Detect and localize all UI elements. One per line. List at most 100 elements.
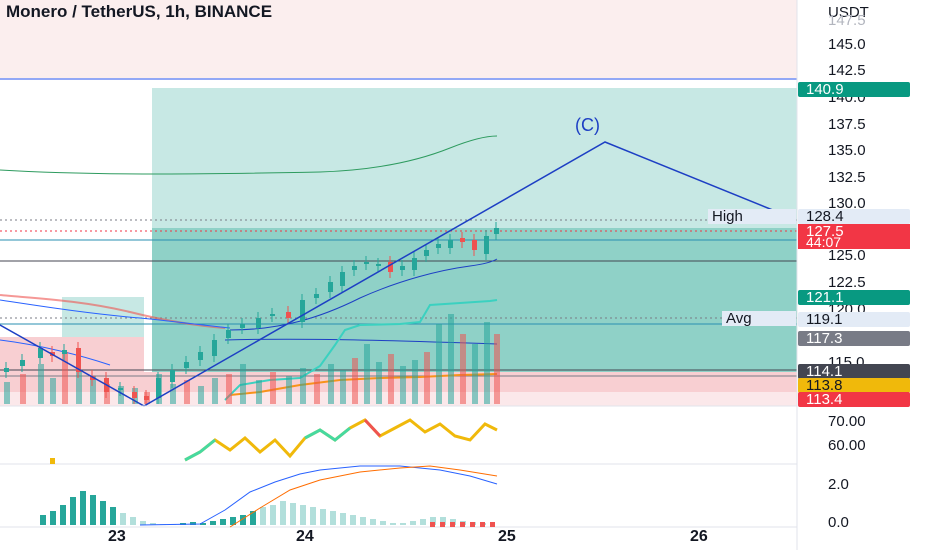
macd-histogram-bar: [370, 519, 376, 525]
volume-bar: [270, 372, 276, 404]
axis-tick: 130.0: [828, 195, 866, 212]
macd-histogram-bar: [260, 507, 266, 525]
macd-histogram-bar: [50, 511, 56, 525]
moving-average-left: [0, 339, 111, 366]
candle-body: [4, 368, 9, 372]
macd-histogram-bar: [380, 521, 386, 525]
candle-body: [424, 250, 429, 256]
candle-body: [328, 282, 333, 292]
macd-histogram-bar-negative: [480, 522, 485, 527]
level-badge-117[interactable]: 117.3: [798, 331, 910, 346]
macd-axis-tick: 0.0: [828, 514, 849, 531]
candle-body: [38, 348, 43, 358]
wave-c-label[interactable]: (C): [575, 115, 600, 135]
candle-body: [436, 244, 441, 248]
macd-histogram-bar: [250, 511, 256, 525]
candle-body: [212, 340, 217, 356]
macd-histogram-bar: [310, 507, 316, 525]
candle-body: [20, 360, 25, 366]
avg-price-badge[interactable]: 119.1: [798, 312, 910, 327]
level-badge-121[interactable]: 121.1: [798, 290, 910, 305]
level-badge-113-4[interactable]: 113.4: [798, 392, 910, 407]
level-badge-114[interactable]: 114.1: [798, 364, 910, 379]
candle-body: [364, 262, 369, 264]
macd-histogram-bar: [90, 495, 96, 525]
axis-tick: 145.0: [828, 36, 866, 53]
macd-histogram-bar: [120, 513, 126, 525]
candle-body: [376, 264, 381, 266]
macd-histogram-bar: [410, 521, 416, 525]
macd-histogram-bar-negative: [460, 522, 465, 527]
axis-currency: USDT: [828, 4, 869, 21]
candle-body: [400, 266, 405, 270]
volume-bar: [90, 376, 96, 404]
axis-tick: 125.0: [828, 247, 866, 264]
candle-body: [448, 240, 453, 248]
macd-indicator: [40, 491, 495, 527]
macd-histogram-bar: [210, 521, 216, 525]
macd-histogram-bar: [400, 523, 406, 525]
symbol-title[interactable]: Monero / TetherUS, 1h, BINANCE: [6, 2, 273, 21]
volume-bar: [170, 384, 176, 404]
last-price-badge[interactable]: 127.5: [798, 224, 910, 239]
rsi-marker: [50, 458, 55, 464]
volume-bar: [448, 314, 454, 404]
candle-body: [90, 376, 95, 380]
axis-tick: 137.5: [828, 116, 866, 133]
macd-histogram-bar: [300, 505, 306, 525]
volume-bar: [436, 324, 442, 404]
countdown-timer: 44:07: [798, 235, 910, 249]
macd-histogram-bar: [320, 509, 326, 525]
volume-bar: [352, 358, 358, 404]
moving-average-long: [0, 135, 498, 175]
candle-body: [240, 324, 245, 328]
volume-bar: [484, 322, 490, 404]
axis-tick: 122.5: [828, 274, 866, 291]
rsi-line-segment: [363, 418, 382, 438]
time-axis-tick: 26: [690, 528, 708, 545]
candle-body: [352, 266, 357, 270]
candle-body: [494, 228, 499, 234]
candle-body: [76, 348, 81, 372]
rsi-line-segment: [184, 438, 216, 462]
macd-histogram-bar: [420, 519, 426, 525]
volume-bar: [104, 384, 110, 404]
moving-average-blue: [229, 258, 498, 331]
macd-histogram-bar: [40, 515, 46, 525]
avg-tag: Avg: [722, 311, 796, 326]
macd-histogram-bar: [70, 497, 76, 525]
volume-bar: [472, 344, 478, 404]
axis-tick: 142.5: [828, 62, 866, 79]
candle-body: [388, 262, 393, 272]
axis-tick: 132.5: [828, 169, 866, 186]
volume-bar: [76, 370, 82, 404]
candle-body: [62, 350, 67, 354]
level-badge-113-8[interactable]: 113.8: [798, 378, 910, 393]
macd-axis-tick: 2.0: [828, 476, 849, 493]
macd-histogram-bar: [270, 505, 276, 525]
rsi-indicator: [50, 418, 498, 464]
macd-histogram-bar: [430, 517, 436, 525]
elliott-wave-line[interactable]: [0, 141, 781, 407]
volume-bar: [286, 376, 292, 404]
macd-histogram-bar: [360, 517, 366, 525]
high-price-badge[interactable]: 128.4: [798, 209, 910, 224]
volume-bar: [412, 360, 418, 404]
macd-histogram-bar-negative: [470, 522, 475, 527]
macd-histogram-bar: [140, 521, 146, 525]
volume-bar: [400, 366, 406, 404]
macd-histogram-bar: [110, 507, 116, 525]
volume-bar: [226, 374, 232, 404]
macd-histogram-bar: [280, 501, 286, 525]
volume-bar: [424, 352, 430, 404]
volume-bar: [328, 364, 334, 404]
macd-histogram-bar: [80, 491, 86, 525]
target-price-badge[interactable]: 140.9: [798, 82, 910, 97]
volume-bar: [62, 352, 68, 404]
candle-body: [300, 300, 305, 322]
candle-body: [286, 312, 291, 318]
macd-histogram-bar: [150, 523, 156, 525]
axis-tick: 135.0: [828, 142, 866, 159]
